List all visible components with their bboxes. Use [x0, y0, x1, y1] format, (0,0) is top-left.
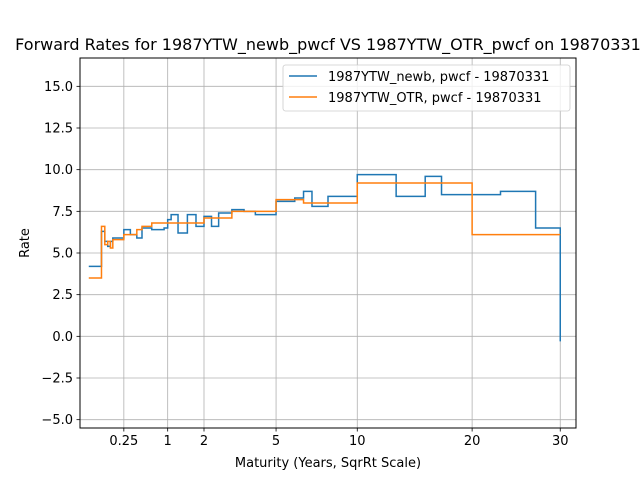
y-axis-title: Rate — [18, 228, 33, 258]
y-tick-label: −5.0 — [41, 413, 73, 428]
x-axis-title: Maturity (Years, SqrRt Scale) — [235, 456, 421, 471]
x-tick-label: 2 — [200, 434, 208, 449]
legend-label-1: 1987YTW_newb, pwcf - 19870331 — [328, 70, 549, 85]
legend-label-2: 1987YTW_OTR, pwcf - 19870331 — [328, 91, 542, 106]
plot-frame — [79, 57, 577, 429]
legend-box — [282, 64, 571, 112]
x-tick-label: 20 — [464, 434, 481, 449]
x-axis: 0.25 1 2 5 10 20 30 — [109, 428, 569, 449]
series-lines — [88, 173, 561, 342]
y-tick-label: 15.0 — [44, 80, 73, 95]
y-tick-label: 0.0 — [52, 330, 73, 345]
y-tick-label: 10.0 — [44, 163, 73, 178]
x-tick-label: 10 — [349, 434, 366, 449]
y-tick-label: 5.0 — [52, 247, 73, 262]
y-tick-label: 12.5 — [44, 122, 73, 137]
series-line-2 — [88, 182, 561, 279]
y-axis: −5.0 −2.5 0.0 2.5 5.0 7.5 10.0 12.5 15.0 — [41, 80, 80, 428]
grid — [80, 58, 576, 428]
x-tick-label: 30 — [552, 434, 569, 449]
y-tick-label: −2.5 — [41, 372, 73, 387]
y-tick-label: 2.5 — [52, 288, 73, 303]
y-tick-label: 7.5 — [52, 205, 73, 220]
legend: 1987YTW_newb, pwcf - 19870331 1987YTW_OTR… — [282, 64, 571, 112]
x-tick-label: 1 — [164, 434, 172, 449]
chart-title: Forward Rates for 1987YTW_newb_pwcf VS 1… — [15, 35, 640, 55]
x-tick-label: 5 — [272, 434, 280, 449]
x-tick-label: 0.25 — [109, 434, 138, 449]
